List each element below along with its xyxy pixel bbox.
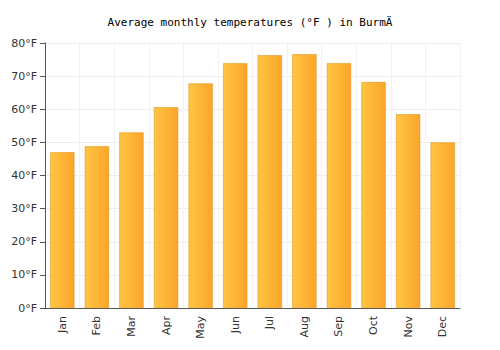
svg-text:30°F: 30°F	[11, 202, 37, 215]
svg-text:0°F: 0°F	[18, 302, 37, 315]
svg-text:Mar: Mar	[125, 316, 138, 337]
svg-text:Jan: Jan	[56, 316, 69, 334]
svg-text:70°F: 70°F	[11, 70, 37, 83]
svg-text:20°F: 20°F	[11, 235, 37, 248]
svg-text:Average monthly temperatures (: Average monthly temperatures (°F ) in Bu…	[108, 16, 393, 29]
svg-text:60°F: 60°F	[11, 103, 37, 116]
svg-text:Jun: Jun	[229, 316, 242, 334]
svg-text:Jul: Jul	[263, 316, 276, 330]
svg-text:80°F: 80°F	[11, 37, 37, 50]
svg-text:May: May	[194, 316, 207, 339]
svg-text:Feb: Feb	[90, 316, 103, 335]
svg-text:50°F: 50°F	[11, 136, 37, 149]
svg-text:10°F: 10°F	[11, 268, 37, 281]
svg-text:Apr: Apr	[160, 316, 173, 336]
svg-text:Nov: Nov	[402, 316, 415, 338]
svg-text:Aug: Aug	[298, 316, 311, 337]
svg-text:Oct: Oct	[367, 315, 380, 335]
svg-text:Dec: Dec	[436, 316, 449, 337]
svg-text:Sep: Sep	[332, 316, 345, 337]
svg-text:40°F: 40°F	[11, 169, 37, 182]
